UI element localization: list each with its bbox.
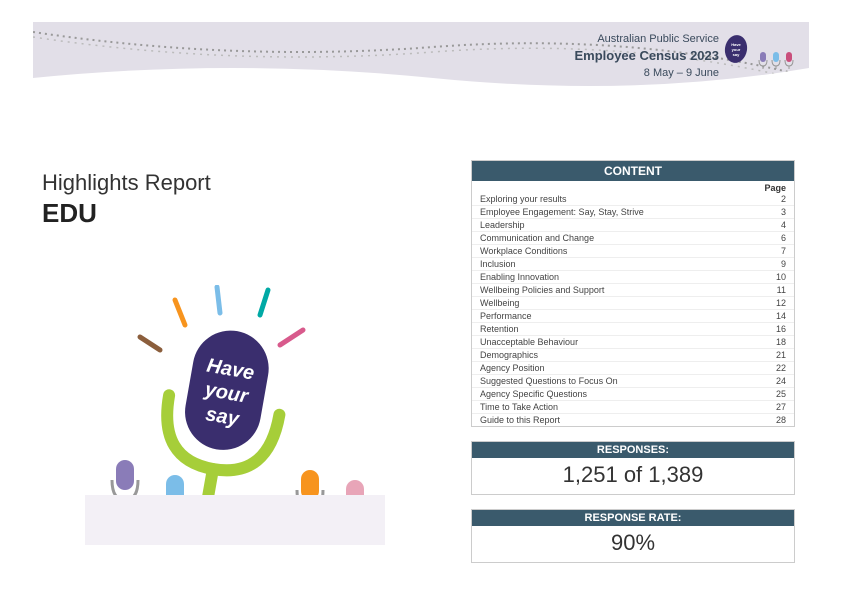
report-title: Highlights Report (42, 170, 422, 196)
content-row-page: 25 (776, 389, 786, 399)
content-row-page: 18 (776, 337, 786, 347)
content-row-label: Agency Position (480, 363, 545, 373)
content-row-label: Wellbeing Policies and Support (480, 285, 604, 295)
svg-text:say: say (733, 52, 740, 57)
responses-value: 1,251 of 1,389 (472, 458, 794, 494)
content-header: CONTENT (472, 161, 794, 181)
content-row-label: Retention (480, 324, 519, 334)
report-subtitle: EDU (42, 198, 422, 229)
header-badge-icon: Have your say (723, 34, 749, 68)
content-row: Wellbeing Policies and Support 11 (472, 284, 794, 297)
content-row: Communication and Change 6 (472, 232, 794, 245)
content-row-label: Unacceptable Behaviour (480, 337, 578, 347)
content-row-page: 4 (781, 220, 786, 230)
content-row: Retention 16 (472, 323, 794, 336)
content-row-page: 22 (776, 363, 786, 373)
content-row-label: Wellbeing (480, 298, 519, 308)
have-your-say-illustration: Have your say (85, 285, 385, 545)
mini-mic-icon (758, 52, 768, 70)
content-row: Suggested Questions to Focus On 24 (472, 375, 794, 388)
mini-mic-icon (771, 52, 781, 70)
left-column: Highlights Report EDU (42, 170, 422, 229)
content-row-page: 28 (776, 415, 786, 425)
content-row: Agency Specific Questions 25 (472, 388, 794, 401)
content-row-label: Workplace Conditions (480, 246, 567, 256)
content-row-page: 14 (776, 311, 786, 321)
content-row-page: 21 (776, 350, 786, 360)
content-row-label: Inclusion (480, 259, 516, 269)
content-row-label: Time to Take Action (480, 402, 558, 412)
header-line3: 8 May – 9 June (574, 66, 719, 81)
illustration-bg (85, 495, 385, 545)
content-row-label: Demographics (480, 350, 538, 360)
header-text: Australian Public Service Employee Censu… (574, 32, 719, 81)
content-row: Exploring your results 2 (472, 193, 794, 206)
content-table: CONTENT Page Exploring your results 2 Empl… (471, 160, 795, 427)
content-page-label: Page (472, 181, 794, 193)
right-column: CONTENT Page Exploring your results 2 Empl… (471, 160, 795, 563)
content-row: Performance 14 (472, 310, 794, 323)
content-row-page: 11 (777, 285, 786, 295)
content-row-label: Agency Specific Questions (480, 389, 587, 399)
header-banner: Australian Public Service Employee Censu… (33, 22, 809, 97)
content-row: Wellbeing 12 (472, 297, 794, 310)
content-row-page: 2 (781, 194, 786, 204)
content-row: Unacceptable Behaviour 18 (472, 336, 794, 349)
content-row-page: 3 (781, 207, 786, 217)
header-mini-mics (758, 52, 794, 70)
content-row: Inclusion 9 (472, 258, 794, 271)
mini-mic-icon (784, 52, 794, 70)
content-row-label: Exploring your results (480, 194, 567, 204)
content-row: Demographics 21 (472, 349, 794, 362)
content-rows-container: Exploring your results 2 Employee Engageme… (472, 193, 794, 426)
content-row-page: 12 (776, 298, 786, 308)
content-row-label: Employee Engagement: Say, Stay, Strive (480, 207, 644, 217)
content-row-page: 7 (781, 246, 786, 256)
content-row-label: Communication and Change (480, 233, 594, 243)
content-row: Leadership 4 (472, 219, 794, 232)
content-row: Enabling Innovation 10 (472, 271, 794, 284)
response-rate-header: RESPONSE RATE: (472, 510, 794, 526)
content-row-label: Leadership (480, 220, 525, 230)
content-row-page: 16 (776, 324, 786, 334)
content-row: Agency Position 22 (472, 362, 794, 375)
content-row-label: Performance (480, 311, 532, 321)
responses-box: RESPONSES: 1,251 of 1,389 (471, 441, 795, 495)
response-rate-box: RESPONSE RATE: 90% (471, 509, 795, 563)
content-row: Workplace Conditions 7 (472, 245, 794, 258)
content-row-label: Enabling Innovation (480, 272, 559, 282)
content-row-label: Suggested Questions to Focus On (480, 376, 618, 386)
content-row: Employee Engagement: Say, Stay, Strive 3 (472, 206, 794, 219)
content-row-page: 10 (776, 272, 786, 282)
responses-header: RESPONSES: (472, 442, 794, 458)
content-row: Time to Take Action 27 (472, 401, 794, 414)
header-line1: Australian Public Service (574, 32, 719, 47)
content-row-page: 6 (781, 233, 786, 243)
content-row-page: 9 (781, 259, 786, 269)
content-row-page: 27 (776, 402, 786, 412)
page-label-text: Page (764, 183, 786, 193)
content-row-label: Guide to this Report (480, 415, 560, 425)
content-row-page: 24 (776, 376, 786, 386)
content-row: Guide to this Report 28 (472, 414, 794, 426)
response-rate-value: 90% (472, 526, 794, 562)
header-line2: Employee Census 2023 (574, 47, 719, 65)
